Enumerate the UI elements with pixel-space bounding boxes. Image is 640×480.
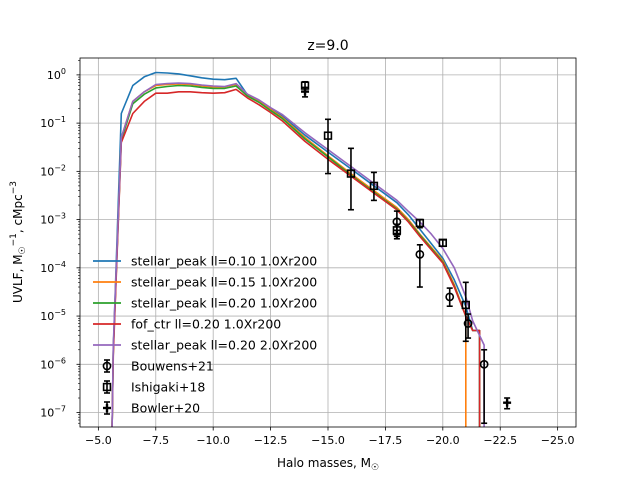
- y-tick-label: 10−2: [40, 163, 66, 178]
- x-tick-label: −7.5: [142, 434, 169, 447]
- y-tick-label: 10−3: [40, 212, 66, 227]
- x-tick-label: −20.0: [426, 434, 460, 447]
- y-tick-exponent: −3: [54, 212, 66, 221]
- series-line: [111, 82, 485, 428]
- legend-label: fof_ctr ll=0.20 1.0Xr200: [131, 317, 281, 332]
- y-tick-exponent: −6: [54, 356, 66, 365]
- legend-label: Ishigaki+18: [131, 380, 205, 395]
- obs-marker-square: [461, 300, 470, 310]
- legend-label: stellar_peak ll=0.20 1.0Xr200: [131, 296, 317, 311]
- legend-label: stellar_peak ll=0.10 1.0Xr200: [131, 254, 317, 269]
- obs-marker-square: [438, 238, 448, 248]
- chart-title: z=9.0: [307, 38, 348, 54]
- obs-marker-square: [346, 169, 356, 178]
- y-tick-exponent: −5: [54, 308, 66, 317]
- y-tick-base: 10: [40, 407, 54, 420]
- y-tick-label: 10−7: [40, 405, 66, 420]
- y-tick-label: 10−5: [40, 308, 66, 323]
- x-tick-label: −12.5: [254, 434, 288, 447]
- obs-marker-circle: [102, 361, 112, 371]
- obs-marker-circle: [463, 319, 473, 328]
- y-tick-base: 10: [40, 117, 54, 130]
- observations: [300, 80, 512, 425]
- y-tick-base: 10: [40, 310, 54, 323]
- y-tick-base: 10: [40, 358, 54, 371]
- y-tick-label: 100: [47, 67, 66, 82]
- x-axis-label: Halo masses, M☉: [277, 456, 379, 473]
- y-tick-exponent: −1: [54, 115, 66, 124]
- obs-marker-square: [102, 382, 112, 392]
- y-tick-base: 10: [40, 262, 54, 275]
- legend-label: Bowler+20: [131, 401, 200, 416]
- legend-label: stellar_peak ll=0.15 1.0Xr200: [131, 275, 317, 290]
- y-tick-exponent: −7: [54, 405, 66, 414]
- series-lines: [111, 71, 485, 428]
- y-tick-label: 10−6: [40, 356, 66, 371]
- x-axis-ticks: −5.0 −7.5 −10.0 −12.5 −15.0 −17.5 −20.0 −22.5 −2…: [85, 427, 574, 447]
- series-line: [111, 88, 481, 428]
- x-tick-label: −5.0: [85, 434, 112, 447]
- y-tick-base: 10: [40, 214, 54, 227]
- x-tick-label: −10.0: [196, 434, 230, 447]
- y-tick-base: 10: [47, 69, 61, 82]
- obs-marker-square: [369, 181, 379, 191]
- obs-marker-circle: [479, 359, 489, 369]
- y-tick-label: 10−1: [40, 115, 66, 130]
- legend: stellar_peak ll=0.10 1.0Xr200 stellar_pea…: [93, 254, 317, 416]
- legend-label: Bouwens+21: [131, 359, 214, 374]
- x-tick-label: −17.5: [369, 434, 403, 447]
- x-tick-label: −22.5: [483, 434, 517, 447]
- y-tick-base: 10: [40, 165, 54, 178]
- y-tick-exponent: 0: [61, 67, 66, 76]
- y-axis-label: UVLF, M☉−1, cMpc−3: [9, 181, 28, 303]
- y-tick-exponent: −2: [54, 163, 66, 172]
- obs-marker-circle: [415, 249, 425, 259]
- legend-label: stellar_peak ll=0.20 2.0Xr200: [131, 338, 317, 353]
- y-tick-exponent: −4: [54, 260, 66, 269]
- x-tick-label: −25.0: [541, 434, 575, 447]
- obs-marker-square: [415, 218, 425, 228]
- grid: [80, 58, 576, 427]
- obs-marker-circle: [445, 292, 455, 302]
- obs-marker-square: [323, 131, 333, 140]
- x-tick-label: −15.0: [311, 434, 345, 447]
- y-tick-label: 10−4: [40, 260, 66, 275]
